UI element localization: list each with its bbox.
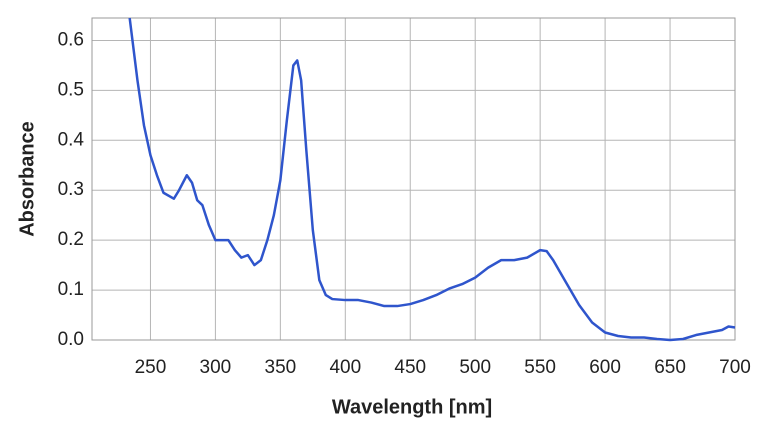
y-tick-label: 0.0: [58, 329, 84, 350]
plot-frame: [91, 17, 736, 341]
x-tick-label: 350: [265, 357, 297, 378]
y-tick-label: 0.4: [58, 129, 85, 150]
y-axis-title: Absorbance: [16, 121, 38, 237]
y-tick-label: 0.3: [58, 179, 84, 200]
x-tick-label: 300: [200, 357, 232, 378]
x-tick-label: 600: [589, 357, 621, 378]
x-tick-label: 700: [719, 357, 751, 378]
data-line: [128, 17, 736, 342]
y-tick-label: 0.6: [58, 29, 84, 50]
y-tick-label: 0.2: [58, 229, 84, 250]
y-tick-label: 0.1: [58, 279, 84, 300]
x-tick-label: 250: [135, 357, 167, 378]
x-tick-label: 400: [329, 357, 361, 378]
y-tick-label: 0.5: [58, 79, 84, 100]
x-tick-label: 550: [524, 357, 556, 378]
x-tick-label: 650: [654, 357, 686, 378]
x-tick-label: 500: [459, 357, 491, 378]
x-tick-label: 450: [394, 357, 426, 378]
x-axis-title: Wavelength [nm]: [332, 396, 492, 418]
